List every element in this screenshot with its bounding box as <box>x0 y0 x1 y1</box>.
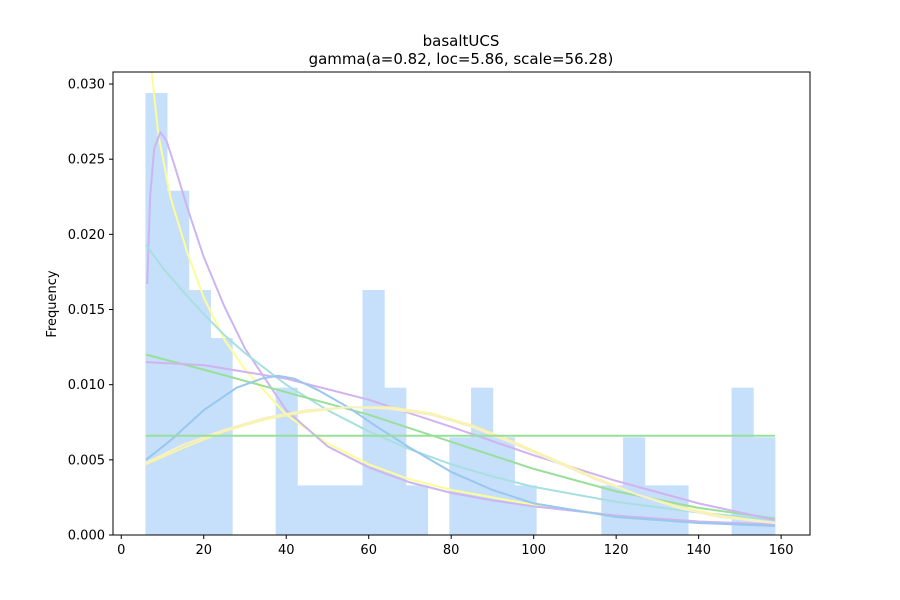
fit-curve <box>145 353 776 520</box>
y-tick-label: 0.030 <box>68 78 105 93</box>
x-tick-label: 140 <box>686 543 711 558</box>
histogram-bar <box>405 485 429 535</box>
y-axis-label: Frequency <box>45 270 60 337</box>
histogram-bar <box>275 387 298 535</box>
y-tick-label: 0.025 <box>68 153 105 168</box>
y-axis: 0.000 0.005 0.010 0.015 0.020 0.025 0.030 <box>68 78 113 544</box>
x-tick-label: 80 <box>443 543 460 558</box>
y-tick-label: 0.015 <box>68 303 105 318</box>
fit-curve <box>145 361 776 521</box>
chart-title: basaltUCS <box>423 32 500 50</box>
plot-frame <box>112 71 811 536</box>
histogram-bar <box>731 387 754 535</box>
histogram-bar <box>145 93 168 535</box>
y-tick-label: 0.000 <box>68 529 105 544</box>
histogram-bar <box>319 485 342 535</box>
x-tick-label: 60 <box>360 543 377 558</box>
x-tick-label: 20 <box>195 543 212 558</box>
histogram-bar <box>753 437 776 535</box>
chart-subtitle: gamma(a=0.82, loc=5.86, scale=56.28) <box>309 50 614 68</box>
fit-curve <box>146 131 775 526</box>
histogram-bar <box>601 485 624 535</box>
x-tick-label: 100 <box>521 543 546 558</box>
histogram-bar <box>514 485 537 535</box>
y-tick-label: 0.005 <box>68 453 105 468</box>
fit-curve <box>145 244 775 521</box>
x-tick-label: 160 <box>769 543 794 558</box>
histogram-bar <box>492 437 515 535</box>
histogram-bars <box>145 93 776 535</box>
histogram-bar <box>297 485 320 535</box>
y-tick-label: 0.010 <box>68 378 105 393</box>
y-tick-label: 0.020 <box>68 228 105 243</box>
fitted-curves <box>145 72 776 527</box>
histogram-bar <box>471 387 494 535</box>
fit-curve <box>145 406 776 524</box>
x-tick-label: 0 <box>117 543 125 558</box>
histogram-bar <box>340 485 363 535</box>
x-axis: 0 20 40 60 80 100 120 140 160 <box>117 535 794 558</box>
x-tick-label: 120 <box>604 543 629 558</box>
histogram-bar <box>362 289 385 535</box>
x-tick-label: 40 <box>278 543 295 558</box>
histogram-bar <box>449 437 472 535</box>
